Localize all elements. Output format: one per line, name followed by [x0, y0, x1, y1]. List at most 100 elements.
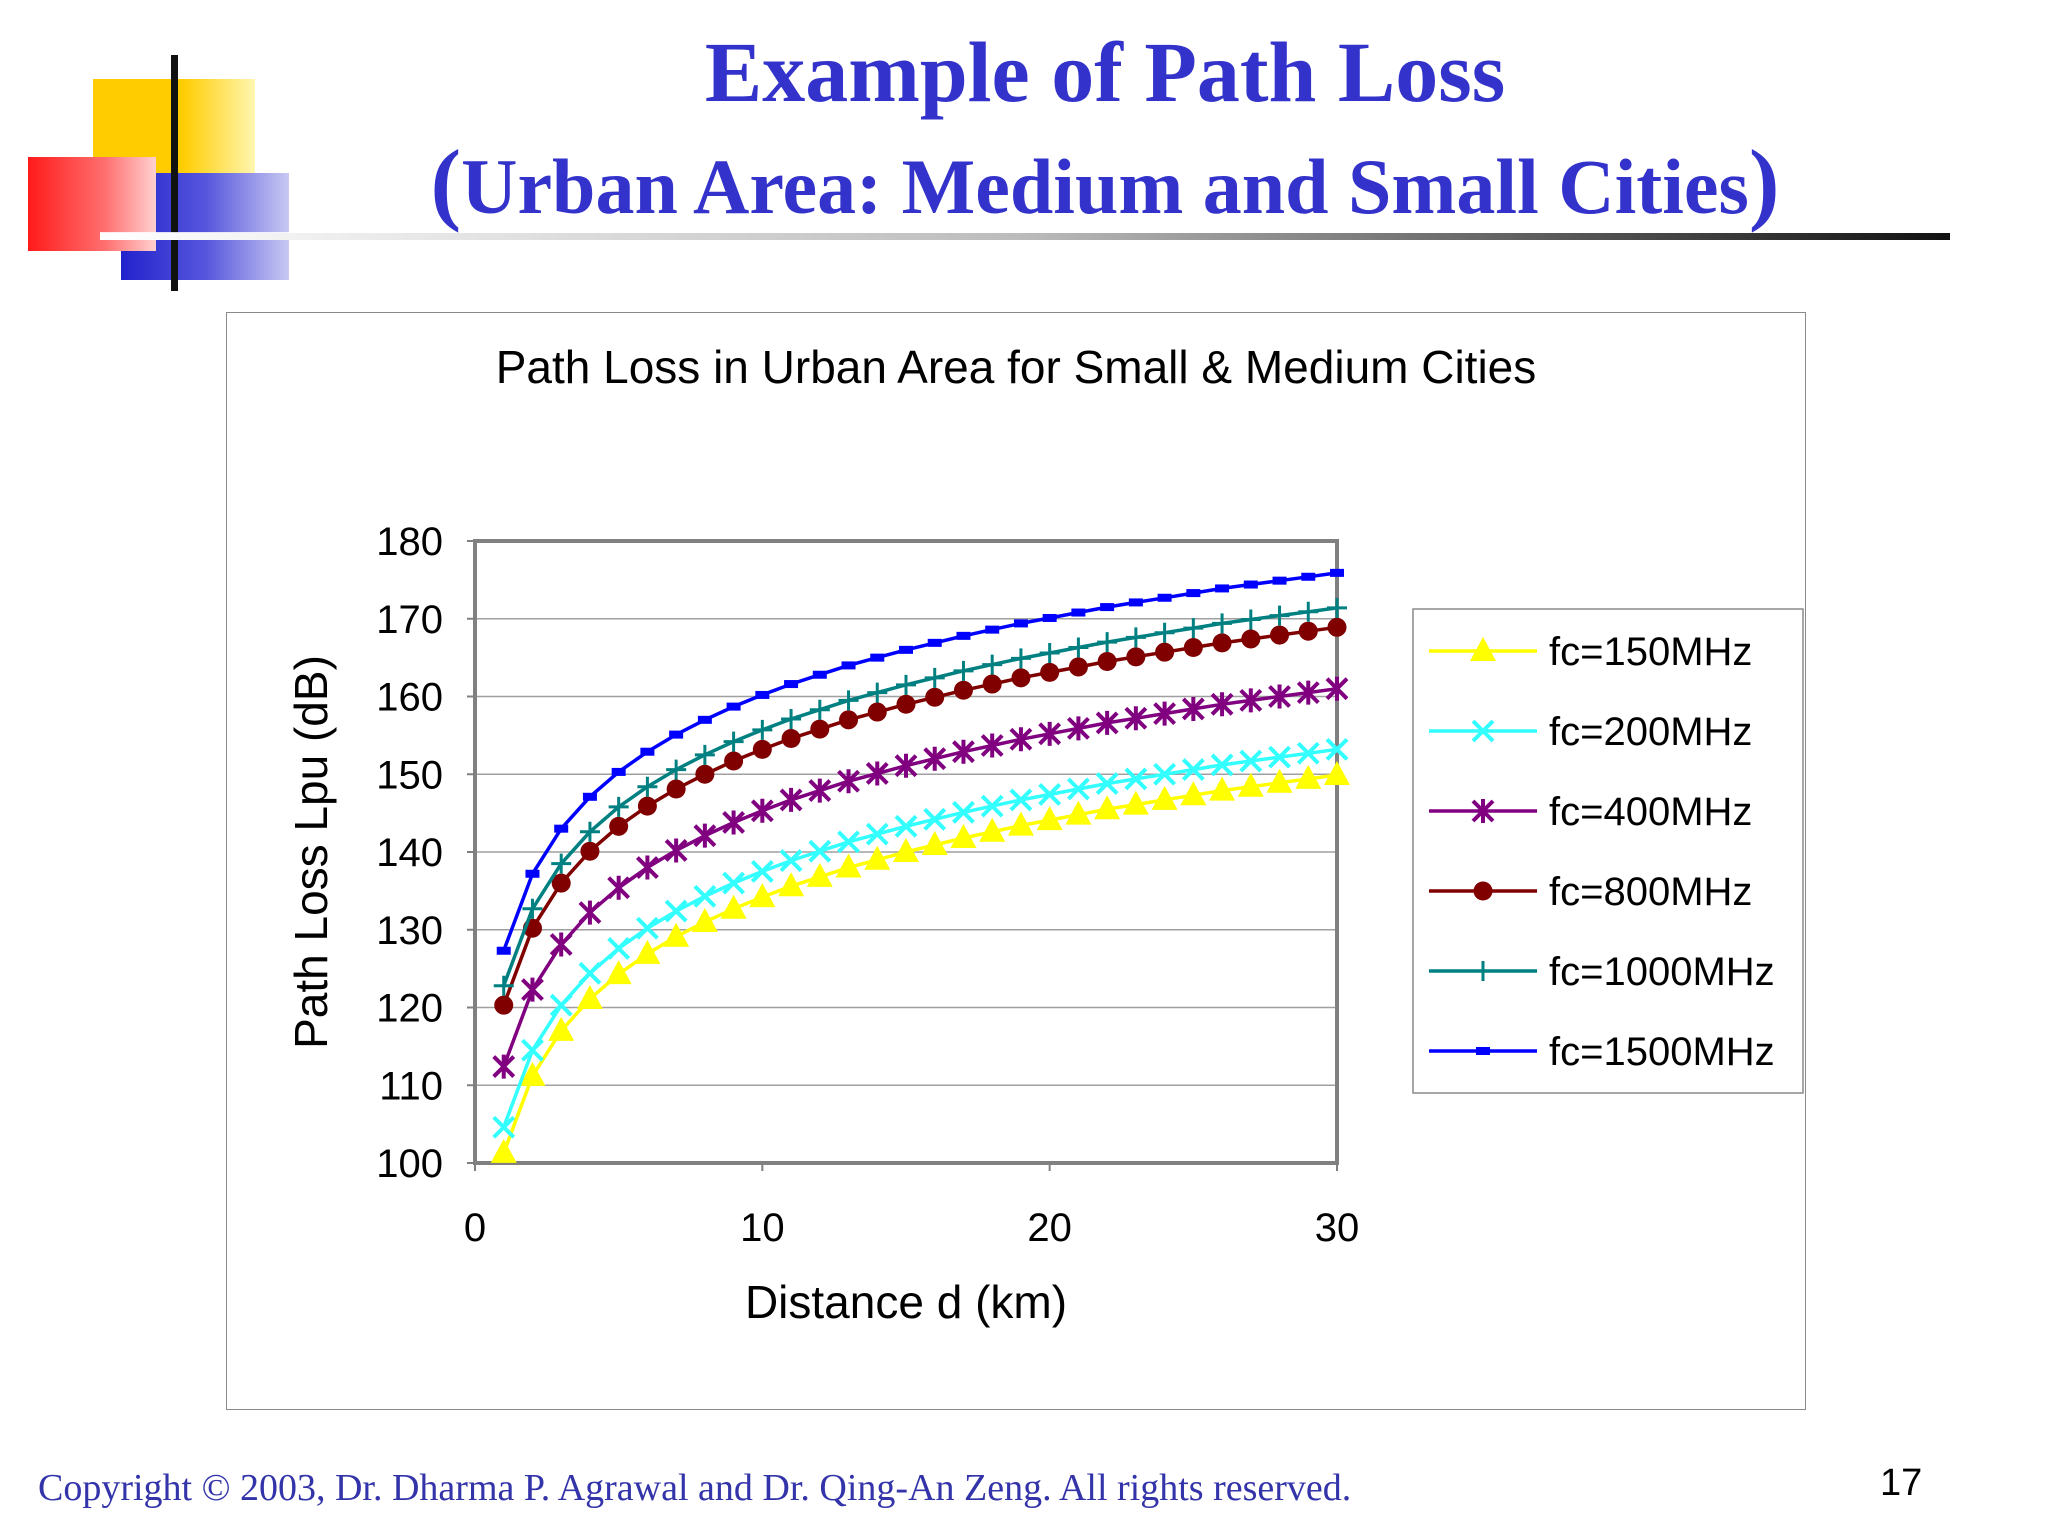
data-point	[522, 898, 543, 919]
y-tick-label: 120	[376, 987, 443, 1031]
legend-marker	[1471, 799, 1495, 823]
data-point	[1151, 785, 1178, 810]
data-point	[1125, 627, 1146, 648]
data-point	[980, 794, 1004, 818]
data-point	[837, 830, 860, 854]
data-point	[1268, 684, 1291, 709]
data-point	[1241, 629, 1261, 649]
data-point	[808, 778, 832, 803]
data-point	[864, 845, 891, 870]
data-point	[982, 674, 1002, 694]
data-point	[1296, 741, 1320, 765]
data-point	[1126, 647, 1146, 667]
data-point	[1209, 776, 1236, 801]
data-point	[952, 800, 975, 824]
data-point	[554, 824, 569, 833]
data-point	[952, 739, 975, 764]
data-point	[1237, 772, 1264, 797]
data-point	[1071, 608, 1086, 617]
data-point	[1066, 716, 1090, 741]
data-point	[579, 821, 600, 842]
chart-frame: Path Loss in Urban Area for Small & Medi…	[226, 312, 1806, 1410]
vertical-bar	[171, 55, 178, 291]
data-point	[549, 932, 573, 957]
data-point	[835, 853, 862, 878]
data-point	[580, 841, 600, 861]
data-point	[551, 853, 572, 874]
data-point	[1095, 710, 1119, 735]
data-point	[1181, 696, 1205, 721]
data-point	[980, 733, 1004, 758]
data-point	[979, 817, 1006, 842]
data-point	[896, 694, 916, 714]
data-point	[749, 883, 776, 908]
data-point	[637, 796, 657, 816]
data-point	[925, 687, 945, 707]
data-point	[950, 824, 977, 849]
data-point	[810, 719, 830, 739]
data-point	[694, 744, 715, 765]
data-point	[608, 796, 629, 817]
data-point	[723, 731, 744, 752]
data-point	[752, 739, 772, 759]
data-point	[1068, 657, 1088, 677]
slide-subtitle: (Urban Area: Medium and Small Cities)	[380, 134, 1830, 235]
data-point	[1268, 745, 1291, 769]
subtitle-text: Urban Area: Medium and Small Cities	[461, 143, 1749, 230]
data-point	[1095, 772, 1119, 795]
data-point	[870, 653, 885, 662]
data-point	[693, 884, 717, 908]
data-point	[1212, 633, 1232, 653]
legend-marker	[1473, 881, 1493, 901]
legend-label: fc=400MHz	[1549, 790, 1752, 834]
legend-label: fc=800MHz	[1549, 870, 1752, 914]
data-point	[691, 907, 718, 932]
title-rule	[100, 233, 1950, 240]
data-point	[1065, 800, 1092, 825]
path-loss-chart: Path Loss in Urban Area for Small & Medi…	[285, 341, 1804, 1328]
data-point	[755, 690, 770, 699]
data-point	[1296, 680, 1320, 705]
data-point	[899, 645, 913, 654]
data-point	[490, 1138, 517, 1163]
data-point	[1039, 642, 1060, 663]
data-point	[924, 667, 945, 688]
data-point	[576, 984, 603, 1009]
data-point	[784, 680, 799, 689]
data-point	[1215, 584, 1230, 593]
data-point	[1298, 621, 1318, 641]
data-point	[664, 838, 688, 863]
data-point	[1124, 706, 1148, 731]
data-point	[752, 719, 773, 740]
series-fc=1500MHz	[496, 568, 1344, 955]
data-point	[1330, 568, 1344, 577]
data-point	[548, 1016, 575, 1041]
data-point	[1181, 758, 1205, 781]
data-point	[1036, 806, 1063, 831]
legend-marker	[1471, 719, 1495, 743]
data-point	[1122, 790, 1149, 815]
data-point	[1097, 632, 1118, 653]
data-point	[521, 977, 544, 1002]
data-point	[1327, 597, 1347, 618]
data-point	[1183, 618, 1204, 639]
data-point	[779, 849, 803, 872]
legend-marker	[1473, 961, 1493, 981]
y-axis-label: Path Loss Lpu (dB)	[285, 655, 337, 1049]
legend-item: fc=200MHz	[1429, 710, 1752, 754]
data-point	[1270, 625, 1290, 645]
data-point	[635, 855, 659, 880]
legend-marker	[1476, 1047, 1490, 1055]
data-point	[578, 900, 602, 925]
y-tick-label: 160	[376, 676, 443, 720]
series-fc=150MHz	[490, 761, 1350, 1163]
data-point	[551, 873, 571, 893]
y-tick-label: 180	[376, 520, 443, 564]
data-point	[724, 751, 744, 771]
data-point	[1011, 668, 1031, 688]
data-point	[1180, 781, 1207, 806]
data-point	[982, 654, 1003, 675]
data-point	[1183, 638, 1203, 658]
data-point	[809, 699, 830, 720]
chart-title: Path Loss in Urban Area for Small & Medi…	[496, 341, 1537, 393]
